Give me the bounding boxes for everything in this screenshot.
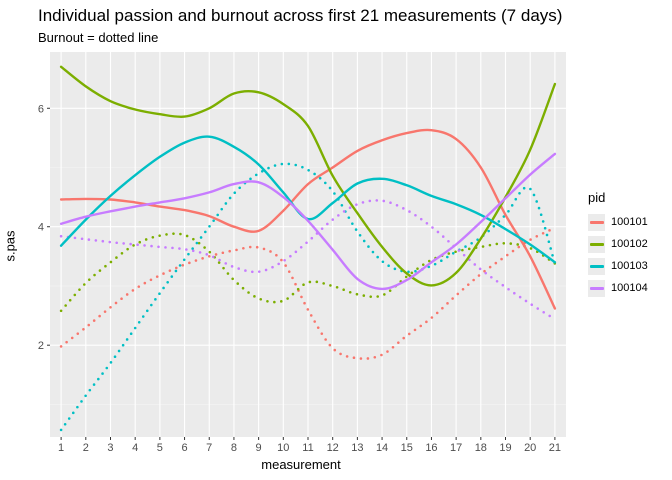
x-tick-label: 4 (132, 442, 138, 454)
x-tick-label: 21 (549, 442, 561, 454)
passion-line-100103 (59, 135, 557, 264)
legend-key (588, 257, 605, 275)
x-tick-label: 9 (256, 442, 262, 454)
burnout-line-100103 (59, 162, 557, 432)
y-tick-label: 4 (38, 222, 44, 234)
y-tick-label: 2 (38, 340, 44, 352)
legend-key (588, 279, 605, 297)
y-tick-label: 6 (38, 103, 44, 115)
chart-title: Individual passion and burnout across fi… (38, 6, 563, 25)
legend-swatch (589, 264, 604, 268)
chart-subtitle: Burnout = dotted line (38, 30, 159, 45)
legend: pid 100101 100102 100103 100104 (588, 190, 648, 299)
passion-line-100104 (59, 152, 557, 291)
x-tick-label: 5 (157, 442, 163, 454)
x-tick-label: 20 (524, 442, 536, 454)
burnout-line-100101 (59, 226, 557, 360)
y-axis-label: s.pas (2, 230, 18, 262)
passion-line-100101 (59, 128, 557, 310)
x-tick-label: 17 (450, 442, 462, 454)
legend-item-100102: 100102 (588, 233, 648, 255)
legend-key (588, 213, 605, 231)
legend-item-100101: 100101 (588, 211, 648, 233)
x-tick-label: 13 (351, 442, 363, 454)
legend-label: 100102 (611, 238, 648, 250)
legend-swatch (589, 220, 604, 224)
legend-title: pid (588, 190, 606, 205)
x-tick-label: 2 (83, 442, 89, 454)
x-tick-label: 15 (401, 442, 413, 454)
x-tick-label: 6 (181, 442, 187, 454)
series-layer (59, 65, 557, 432)
legend-label: 100103 (611, 260, 648, 272)
legend-item-100103: 100103 (588, 255, 648, 277)
x-tick-label: 11 (302, 442, 313, 454)
x-tick-label: 16 (425, 442, 437, 454)
legend-label: 100101 (611, 216, 648, 228)
x-tick-label: 14 (376, 442, 388, 454)
x-tick-label: 1 (58, 442, 64, 454)
x-tick-label: 19 (499, 442, 511, 454)
x-tick-label: 3 (107, 442, 113, 454)
legend-swatch (589, 242, 604, 246)
legend-item-100104: 100104 (588, 277, 648, 299)
legend-label: 100104 (611, 282, 648, 294)
x-axis-label: measurement (261, 457, 341, 472)
passion-line-100102 (59, 65, 557, 287)
x-tick-label: 8 (231, 442, 237, 454)
legend-swatch (589, 286, 604, 290)
x-tick-label: 7 (206, 442, 212, 454)
legend-key (588, 235, 605, 253)
x-tick-label: 10 (277, 442, 289, 454)
x-tick-label: 18 (475, 442, 487, 454)
x-tick-label: 12 (327, 442, 339, 454)
